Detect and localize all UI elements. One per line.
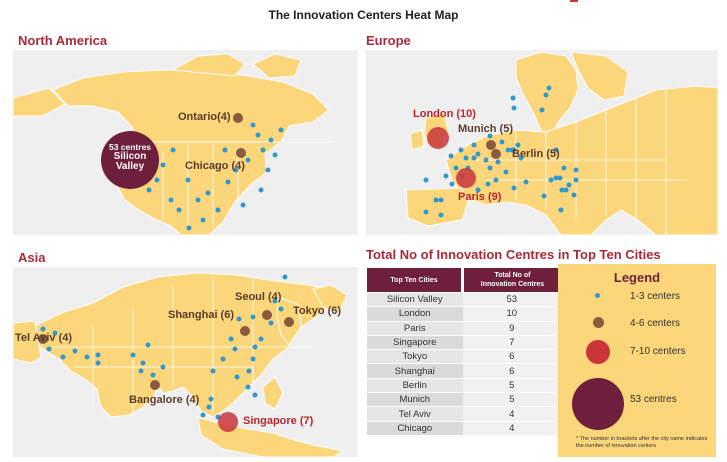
- table-row: Munich 5: [367, 392, 561, 407]
- table-cell-city: Shanghai: [367, 363, 463, 379]
- page-title: The Innovation Centers Heat Map: [268, 8, 459, 22]
- tel-aviv-label: Tel Aviv (4): [15, 332, 73, 344]
- table-cell-count: 10: [462, 306, 561, 322]
- table-row: Shanghai 6: [367, 363, 561, 379]
- berlin-dot: [491, 149, 501, 159]
- berlin-label: Berlin (5): [512, 148, 560, 160]
- table-cell-city: Chicago: [367, 420, 463, 435]
- paris-dot: [456, 168, 476, 188]
- legend-medium-dot: [593, 317, 604, 328]
- section-title-asia: Asia: [18, 250, 46, 265]
- table-cell-city: Munich: [367, 392, 463, 407]
- chicago-label: Chicago (4): [185, 160, 245, 172]
- london-dot: [427, 127, 449, 149]
- legend-huge-dot: [572, 378, 624, 430]
- legend-item-4: 53 centres: [630, 394, 677, 405]
- bangalore-dot: [150, 380, 160, 390]
- seoul-label: Seoul (4): [235, 291, 282, 303]
- singapore-dot: [218, 412, 238, 432]
- paris-label: Paris (9): [458, 191, 502, 203]
- table-row: London 10: [367, 306, 561, 322]
- table-row: Paris 9: [367, 320, 561, 336]
- table-cell-city: Tokyo: [367, 349, 463, 364]
- table-cell-count: 5: [462, 392, 561, 407]
- table-cell-count: 4: [462, 406, 561, 422]
- london-label: London (10): [413, 108, 476, 120]
- munich-label: Munich (5): [458, 123, 513, 135]
- table-cell-count: 4: [462, 420, 561, 435]
- table-cell-city: Paris: [367, 320, 463, 336]
- north-america-small-dots: [145, 122, 284, 231]
- europe-map: London (10) Munich (5) Berlin (5) Paris …: [366, 50, 718, 235]
- silicon-valley-label: 53 centres Silicon Valley: [108, 142, 152, 172]
- accent-mark: [570, 0, 578, 2]
- chicago-dot: [236, 148, 246, 158]
- table-row: Berlin 5: [367, 377, 561, 393]
- tokyo-label: Tokyo (6): [293, 305, 342, 317]
- asia-small-dots: [40, 274, 288, 420]
- table-cell-city: Singapore: [367, 334, 463, 350]
- column-header-city: Top Ten Cities: [367, 268, 464, 293]
- legend-title: Legend: [613, 270, 661, 285]
- asia-map: Seoul (4) Tokyo (6) Shanghai (6) Tel Avi…: [13, 267, 358, 457]
- table-row: Tokyo 6: [367, 349, 561, 364]
- section-title-europe: Europe: [366, 33, 411, 48]
- column-header-count: Total No of Innovation Centres: [462, 268, 561, 293]
- ontario-dot: [233, 113, 243, 123]
- table-cell-city: Tel Aviv: [367, 406, 463, 422]
- top-cities-table: Top Ten Cities Total No of Innovation Ce…: [367, 268, 561, 435]
- munich-dot: [486, 140, 496, 150]
- legend-item-1: 1-3 centers: [630, 291, 681, 302]
- table-cell-count: 6: [462, 349, 561, 364]
- table-row: Silicon Valley 53: [367, 291, 561, 307]
- table-cell-city: Berlin: [367, 377, 463, 393]
- section-title-table: Total No of Innovation Centres in Top Te…: [366, 247, 661, 262]
- table-row: Tel Aviv 4: [367, 406, 561, 422]
- seoul-dot: [262, 310, 272, 320]
- legend-item-2: 4-6 centers: [630, 318, 681, 329]
- bangalore-label: Bangalore (4): [129, 394, 200, 406]
- table-cell-count: 6: [462, 363, 561, 379]
- north-america-map: 53 centres Silicon Valley Ontario(4) Chi…: [13, 50, 358, 235]
- singapore-label: Singapore (7): [243, 415, 314, 427]
- table-cell-city: London: [367, 306, 463, 322]
- legend-panel: Legend 1-3 centers 4-6 centers 7-10 cent…: [558, 264, 716, 457]
- table-cell-city: Silicon Valley: [367, 291, 463, 307]
- table-body: Silicon Valley 53 London 10 Paris 9 Singapore 7…: [367, 291, 561, 435]
- europe-small-dots: [423, 85, 579, 218]
- tel-aviv-dot: [38, 334, 48, 344]
- legend-note: * The number in brackets after the city …: [576, 436, 708, 449]
- silicon-valley-dot: [101, 131, 159, 189]
- ontario-label: Ontario(4): [178, 111, 231, 123]
- legend-item-3: 7-10 centers: [630, 346, 686, 357]
- tokyo-dot: [284, 317, 294, 327]
- legend-large-dot: [586, 340, 610, 364]
- shanghai-dot: [240, 326, 250, 336]
- shanghai-label: Shanghai (6): [168, 309, 235, 321]
- table-cell-count: 5: [462, 377, 561, 393]
- section-title-north-america: North America: [18, 33, 108, 48]
- table-cell-count: 53: [462, 291, 561, 307]
- table-row: Chicago 4: [367, 420, 561, 435]
- table-row: Singapore 7: [367, 334, 561, 350]
- table-cell-count: 9: [462, 320, 561, 336]
- legend-small-dot: [595, 293, 600, 298]
- table-cell-count: 7: [462, 334, 561, 350]
